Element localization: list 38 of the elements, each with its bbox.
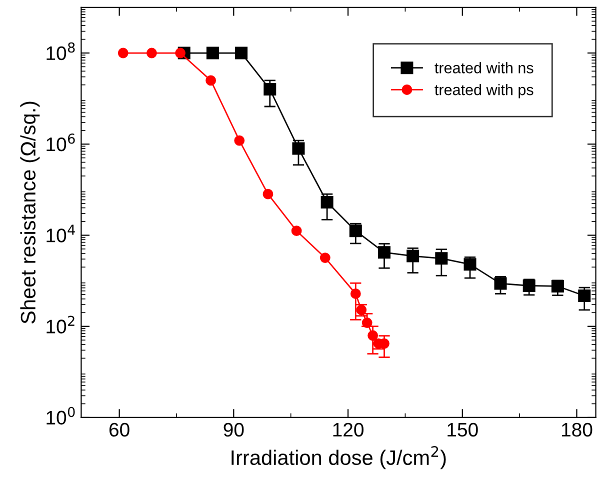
point [349, 224, 362, 238]
point [264, 83, 276, 96]
point [378, 246, 390, 259]
point [320, 196, 334, 208]
point [494, 277, 507, 290]
point [435, 252, 448, 265]
y-tick-label: 10$^{0}$ [46, 406, 75, 425]
y-axis-title: Sheet resistance (Ω/sq.) [20, 102, 40, 324]
y-tick-label: 10$^{6}$ [46, 133, 75, 152]
point [406, 250, 420, 262]
point [522, 279, 536, 292]
point [320, 252, 330, 263]
x-tick-label: 90 [224, 422, 244, 437]
point [464, 258, 476, 271]
x-axis-title: Irradiation dose (J/cm$^{2}$) [232, 446, 446, 470]
point [291, 226, 302, 236]
point [235, 46, 248, 60]
y-tick-label: 10$^{2}$ [46, 316, 74, 334]
point [146, 48, 157, 58]
x-tick-label: 120 [333, 422, 364, 437]
point [206, 46, 219, 60]
x-tick-label: 150 [448, 422, 478, 437]
point [234, 135, 245, 146]
point [578, 289, 591, 302]
point [206, 75, 216, 86]
x-tick-label: 60 [109, 422, 130, 437]
point [350, 288, 361, 299]
legend-label: treated with ps [434, 84, 534, 98]
point [118, 48, 128, 58]
point [368, 330, 378, 341]
y-tick-label: 10$^{8}$ [46, 42, 75, 60]
point [292, 142, 305, 155]
x-tick-label: 180 [562, 422, 592, 437]
point [175, 48, 186, 58]
point [262, 188, 274, 200]
point [551, 280, 564, 292]
y-tick-label: 10$^{4}$ [46, 224, 75, 242]
legend-label: treated with ns [434, 62, 534, 74]
